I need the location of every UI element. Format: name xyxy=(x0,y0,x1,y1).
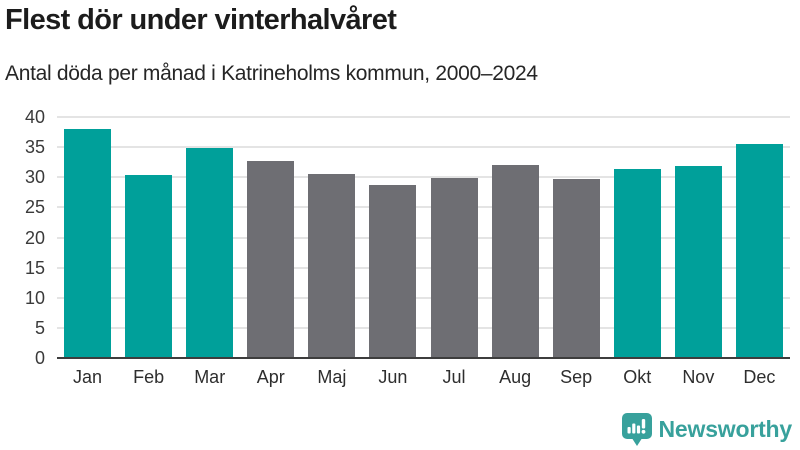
bar-slot-apr xyxy=(240,117,301,358)
bar-mar xyxy=(186,147,234,358)
gridline xyxy=(57,146,790,149)
bar-okt xyxy=(613,169,661,358)
gridline xyxy=(57,266,790,269)
x-tick-label-mar: Mar xyxy=(194,367,226,387)
gridline xyxy=(57,176,790,179)
bar-jul xyxy=(430,177,478,358)
bar-chart-plot-area xyxy=(57,116,790,359)
bar-dec xyxy=(735,144,783,358)
bar-nov xyxy=(674,166,722,358)
bar-slot-mar xyxy=(179,117,240,358)
bar-apr xyxy=(247,160,295,358)
x-axis-line xyxy=(57,357,790,359)
y-tick-label: 0 xyxy=(34,348,45,368)
y-tick-label: 10 xyxy=(24,287,45,308)
y-tick-label: 30 xyxy=(24,167,45,188)
bar-aug xyxy=(491,165,539,358)
bar-slot-jun xyxy=(362,117,423,358)
bar-slot-jul xyxy=(423,117,484,358)
x-tick-label-okt: Okt xyxy=(623,367,652,387)
newsworthy-chart-bubble-icon xyxy=(621,413,652,446)
x-tick-label-dec: Dec xyxy=(743,367,776,387)
x-tick-label-apr: Apr xyxy=(256,367,285,387)
bar-slot-dec xyxy=(729,117,790,358)
y-tick-label: 35 xyxy=(24,137,45,158)
bar-jun xyxy=(369,185,417,358)
x-axis: Jan Feb Mar Apr Maj Jun Jul Aug Sep Okt Nov Dec xyxy=(57,367,790,388)
bars-container xyxy=(57,117,790,358)
x-tick-label-jun: Jun xyxy=(378,367,408,387)
gridline xyxy=(57,326,790,329)
bar-slot-okt xyxy=(607,117,668,358)
y-axis: 0 5 10 15 20 25 30 35 40 xyxy=(0,108,45,367)
y-tick-label: 15 xyxy=(24,257,45,278)
x-tick-label-maj: Maj xyxy=(317,367,347,387)
y-tick-label: 40 xyxy=(24,107,45,127)
x-tick-label-nov: Nov xyxy=(682,367,715,387)
footer-branding: Newsworthy xyxy=(621,413,793,446)
bar-slot-aug xyxy=(485,117,546,358)
bar-slot-maj xyxy=(301,117,362,358)
bar-slot-sep xyxy=(546,117,607,358)
bar-slot-jan xyxy=(57,117,118,358)
y-tick-label: 5 xyxy=(34,317,45,338)
bar-sep xyxy=(552,179,600,358)
x-tick-label-jul: Jul xyxy=(442,367,466,387)
gridline xyxy=(57,116,790,118)
y-tick-label: 20 xyxy=(24,227,45,248)
gridline xyxy=(57,296,790,299)
x-tick-label-aug: Aug xyxy=(499,367,532,387)
bar-maj xyxy=(308,174,356,358)
x-tick-label-sep: Sep xyxy=(560,367,593,387)
brand-name: Newsworthy xyxy=(658,416,793,442)
bar-feb xyxy=(125,175,173,358)
bar-slot-nov xyxy=(668,117,729,358)
gridline xyxy=(57,206,790,209)
bar-jan xyxy=(64,129,112,358)
chart-subtitle: Antal döda per månad i Katrineholms komm… xyxy=(5,62,538,85)
x-tick-label-jan: Jan xyxy=(73,367,103,387)
bar-slot-feb xyxy=(118,117,179,358)
chart-title: Flest dör under vinterhalvåret xyxy=(5,4,397,36)
y-tick-label: 25 xyxy=(24,197,45,218)
x-tick-label-feb: Feb xyxy=(133,367,165,387)
gridline xyxy=(57,236,790,239)
